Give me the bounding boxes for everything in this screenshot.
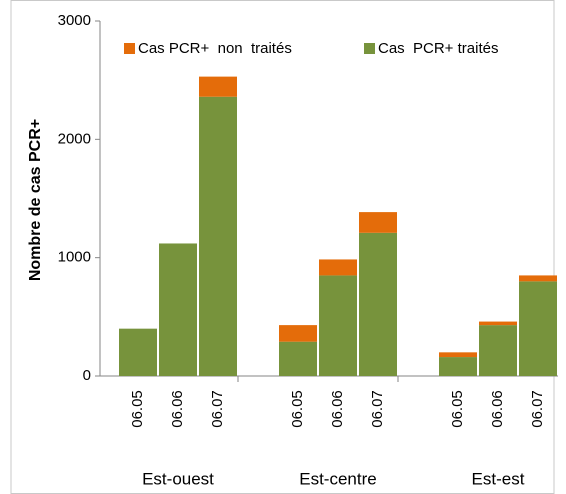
bar [479,325,517,376]
bar [479,321,517,326]
bar [319,259,357,276]
x-tick-label: 06.06 [169,390,186,428]
bar [159,243,197,376]
bar [279,341,317,376]
bar [439,352,477,358]
y-tick-label: 2000 [58,130,91,147]
x-tick-label: 06.05 [289,390,306,428]
x-tick-label: 06.05 [449,390,466,428]
group-label: Est-centre [299,469,376,488]
bar [519,281,557,376]
frame [10,0,555,494]
legend-swatch [364,43,375,54]
legend-label: Cas PCR+ non traités [138,40,292,57]
y-axis-label: Nombre de cas PCR+ [27,119,44,281]
bar [519,275,557,282]
x-tick-label: 06.06 [489,390,506,428]
y-tick-label: 1000 [58,249,91,266]
bar [359,212,397,233]
legend-label: Cas PCR+ traités [378,40,498,57]
x-tick-label: 06.05 [129,390,146,428]
x-tick-label: 06.07 [209,390,226,428]
bar [199,96,237,376]
x-tick-label: 06.07 [369,390,386,428]
bar [319,275,357,376]
bar [279,325,317,342]
bar [199,76,237,97]
group-label: Est-ouest [142,469,214,488]
legend-swatch [124,43,135,54]
bar [119,328,157,376]
y-tick-label: 0 [83,367,91,384]
group-label: Est-est [472,469,525,488]
x-tick-label: 06.07 [529,390,546,428]
y-tick-label: 3000 [58,12,91,29]
bar [439,357,477,376]
bar [359,232,397,376]
x-tick-label: 06.06 [329,390,346,428]
